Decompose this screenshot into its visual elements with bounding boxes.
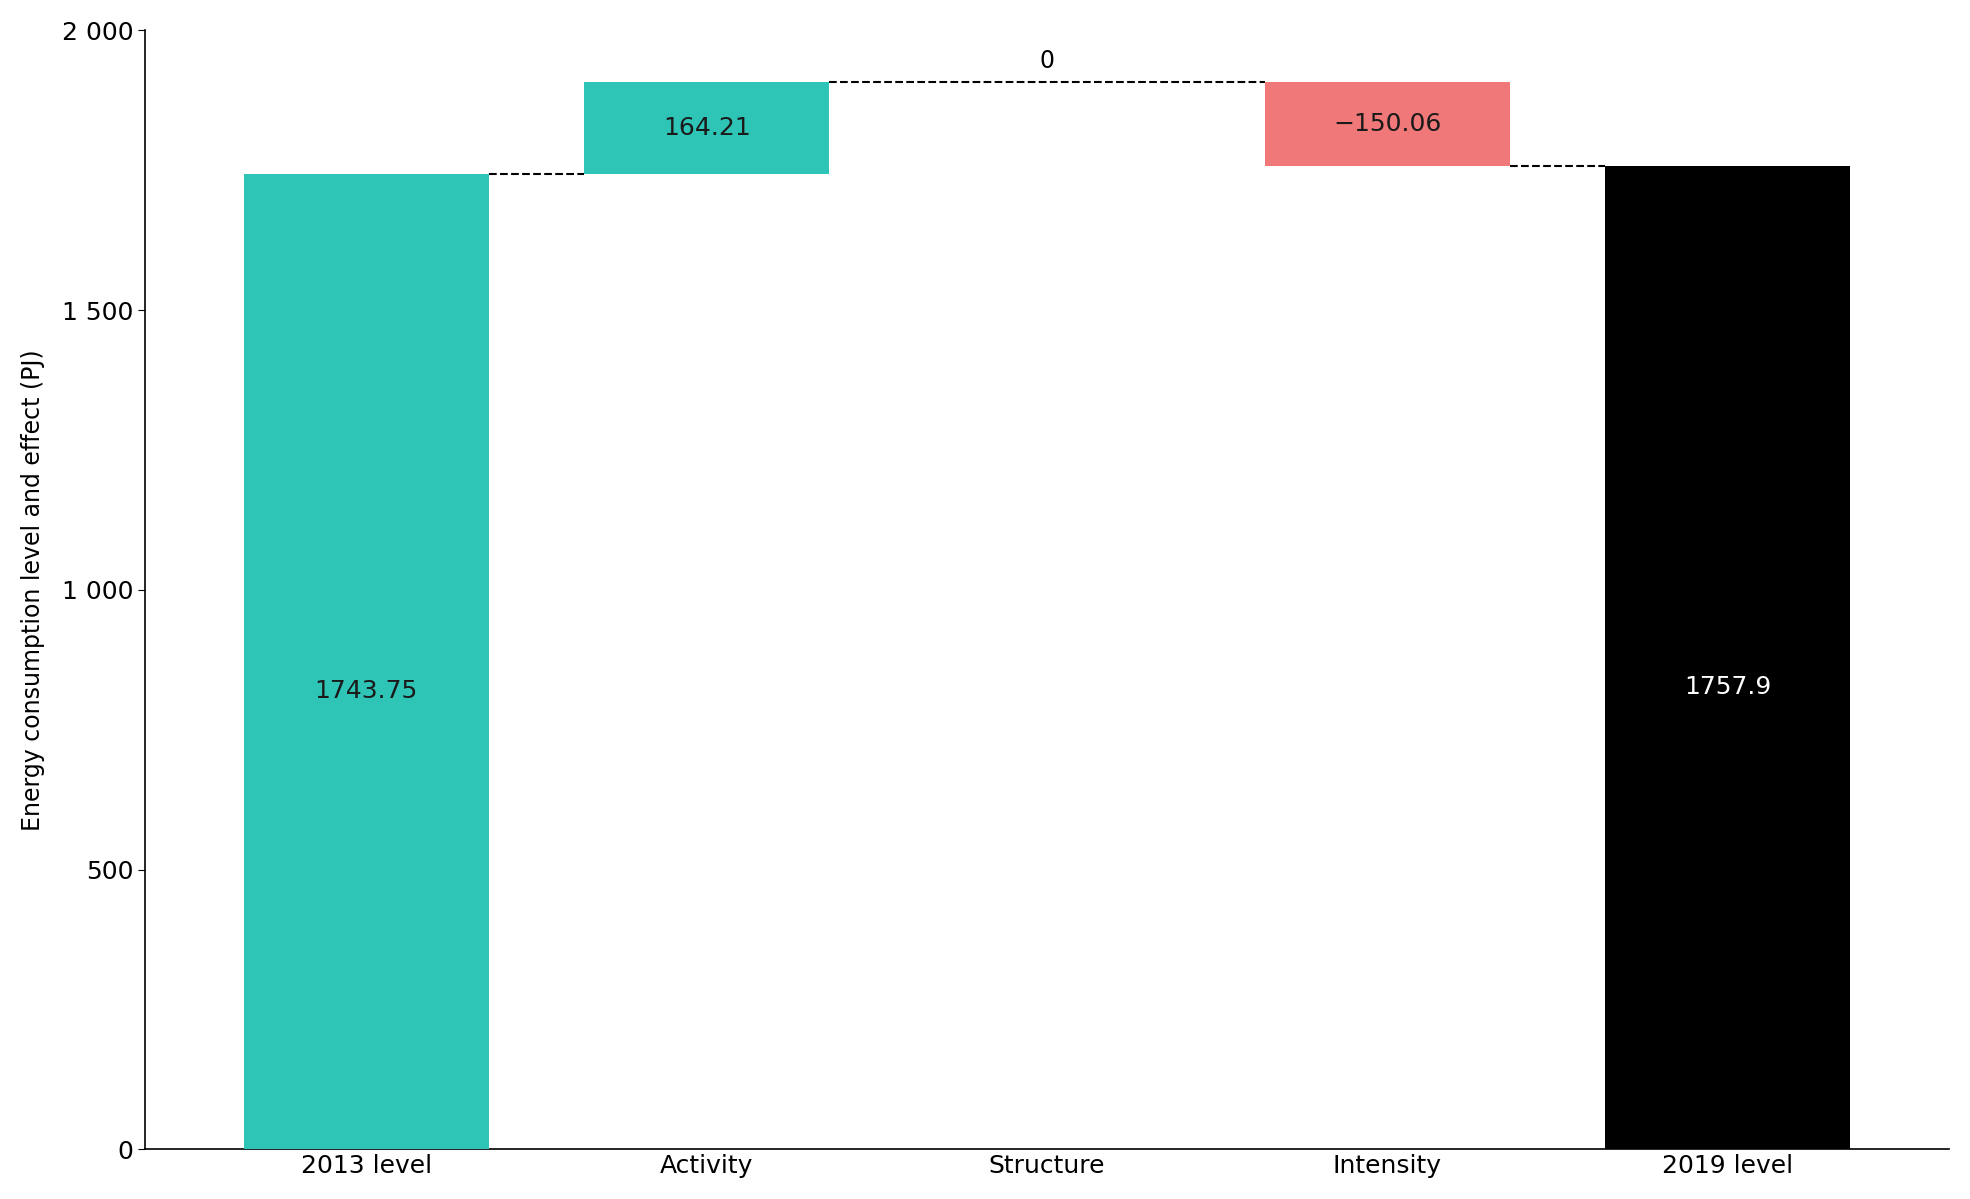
Text: 0: 0 [1040, 49, 1054, 73]
Text: 1757.9: 1757.9 [1684, 675, 1771, 699]
Bar [1606, 165, 1850, 1150]
Y-axis label: Energy consumption level and effect (PJ): Energy consumption level and effect (PJ) [22, 349, 45, 831]
Text: 1743.75: 1743.75 [315, 679, 418, 703]
Bar [583, 82, 829, 174]
Bar [244, 174, 489, 1150]
Text: 164.21: 164.21 [662, 116, 751, 140]
Text: −150.06: −150.06 [1334, 112, 1442, 135]
Bar [1265, 82, 1511, 165]
